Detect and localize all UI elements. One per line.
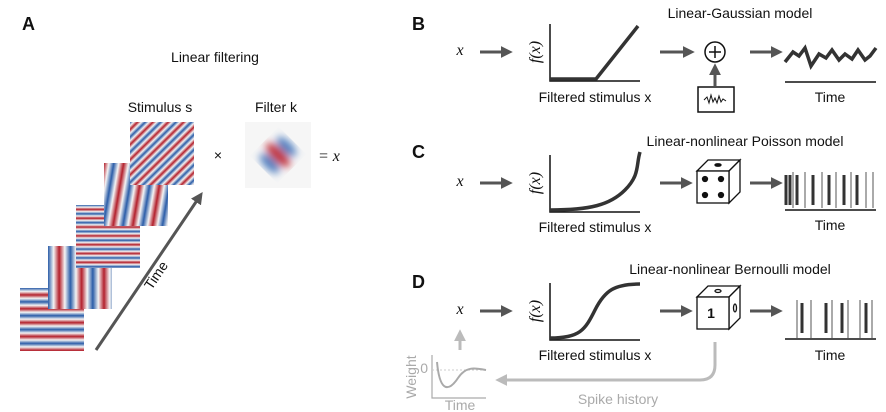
input-x: x (455, 301, 463, 318)
history-zero: 0 (420, 360, 428, 376)
time-label: Time (141, 258, 171, 292)
panel-label: B (412, 14, 425, 34)
axes (550, 155, 640, 212)
stimulus-stack (20, 122, 194, 351)
die (697, 160, 740, 203)
spike-train (797, 300, 872, 338)
panel-label: A (22, 14, 35, 34)
y-label: f(x) (527, 41, 544, 63)
die-face: 1 (707, 305, 715, 321)
y-label: f(x) (527, 172, 544, 194)
filter-image (245, 122, 311, 188)
equals-x: = x (318, 148, 340, 165)
input-x: x (455, 42, 463, 59)
curve (550, 26, 638, 79)
die (697, 286, 740, 329)
panel-label: D (412, 272, 425, 292)
y-label: f(x) (527, 300, 544, 322)
stimulus-label: Stimulus s (128, 99, 193, 115)
panel-title: Linear-Gaussian model (668, 5, 813, 21)
input-x: x (455, 173, 463, 190)
panel-label: C (412, 142, 425, 162)
filter-label: Filter k (255, 99, 298, 115)
times-sign: × (214, 147, 222, 163)
x-label: Filtered stimulus x (539, 219, 652, 235)
history-y-label: Weight (403, 355, 419, 398)
time-label: Time (815, 89, 846, 105)
plus (709, 46, 721, 58)
spike-train (786, 172, 873, 208)
x-label: Filtered stimulus x (539, 347, 652, 363)
panel-title: Linear-nonlinear Poisson model (647, 133, 844, 149)
output-trace (785, 48, 876, 66)
history-curve (437, 362, 486, 387)
time-label: Time (815, 217, 846, 233)
panel-title: Linear-nonlinear Bernoulli model (629, 261, 831, 277)
history-label: Spike history (578, 391, 658, 407)
panel-title: Linear filtering (171, 49, 259, 65)
curve (550, 284, 640, 338)
figure: A Linear filtering Stimulus s Filter k ×… (0, 0, 886, 412)
x-label: Filtered stimulus x (539, 89, 652, 105)
history-x-label: Time (445, 397, 476, 412)
noise (704, 95, 726, 103)
time-label: Time (815, 347, 846, 363)
curve (550, 152, 640, 210)
axes (550, 24, 640, 81)
